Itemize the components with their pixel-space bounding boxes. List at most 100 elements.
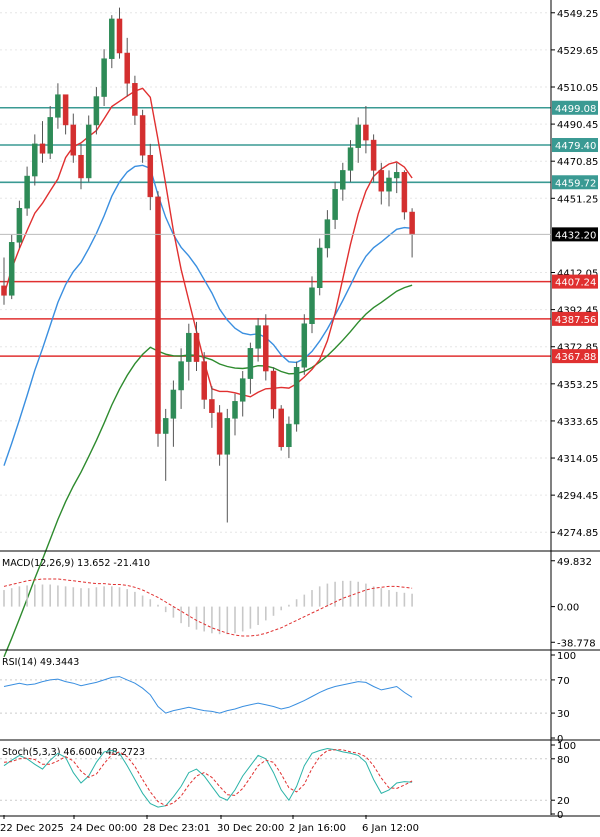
candle-body (247, 348, 254, 379)
candle-body (232, 401, 238, 419)
candle (301, 314, 308, 375)
candle-body (239, 378, 246, 402)
candle-body (201, 361, 207, 400)
candle (32, 134, 38, 186)
indicator-title: MACD(12,26,9) 13.652 -21.410 (2, 558, 150, 569)
candle-body (340, 170, 346, 190)
last-price-label: 4432.20 (555, 230, 596, 241)
candle (193, 321, 200, 372)
candle (316, 238, 323, 296)
candle-body (355, 124, 361, 148)
stochastic-panel[interactable]: 100 80 20 0 Stoch(5,3,3) 46.6004 48,2723 (0, 741, 600, 821)
candle (324, 210, 331, 258)
candle-body (39, 143, 46, 154)
price-tick-label: 4510.05 (557, 83, 598, 94)
candle-body (370, 139, 377, 171)
candle-body (409, 211, 415, 235)
price-tick-label: 4274.85 (557, 528, 598, 539)
price-tick-label: 4470.85 (557, 157, 598, 168)
candle (270, 367, 277, 419)
indicator-tick-label: 0.00 (557, 603, 579, 614)
level-label-box (552, 100, 598, 115)
candle-body (401, 172, 408, 213)
candle (355, 117, 361, 163)
indicator-tick-label: 30 (557, 709, 570, 720)
candle (332, 181, 338, 230)
time-tick-label: 6 Jan 12:00 (362, 823, 419, 834)
candle-body (132, 83, 138, 116)
time-tick-label: 30 Dec 20:00 (217, 823, 284, 834)
candle (139, 109, 146, 163)
candle-body (85, 124, 92, 179)
candle (186, 323, 192, 381)
indicator-tick-label: 0 (557, 810, 563, 821)
price-tick-label: 4451.25 (557, 194, 598, 205)
ma-mid-line (3, 164, 413, 466)
candle (370, 134, 377, 182)
candle (1, 257, 7, 305)
candle (378, 162, 385, 205)
candle-body (309, 287, 315, 324)
macd-signal-line (3, 578, 413, 637)
candle (386, 170, 392, 207)
candle-body (224, 418, 231, 455)
candle (255, 318, 261, 362)
candle-body (8, 242, 15, 296)
price-tick-label: 4549.25 (557, 9, 598, 20)
candle-body (93, 96, 100, 126)
candle (116, 7, 123, 59)
rsi-panel[interactable]: 100 70 30 0 RSI(14) 49.3443 (0, 651, 600, 745)
indicator-tick-label: -38.778 (557, 638, 596, 649)
indicator-tick-label: 80 (557, 755, 570, 766)
candle-body (109, 18, 115, 59)
candle (101, 49, 107, 107)
price-tick-label: 4333.65 (557, 417, 598, 428)
candle-body (1, 285, 7, 296)
candle (24, 166, 30, 216)
candle (16, 200, 23, 248)
candle (340, 162, 346, 201)
candle-body (55, 94, 61, 118)
candle (162, 408, 169, 481)
level-label: 4459.72 (555, 178, 596, 189)
candle (393, 162, 400, 194)
support-resistance-levels (0, 106, 551, 357)
indicator-title: Stoch(5,3,3) 46.6004 48,2723 (2, 747, 145, 758)
candle (62, 94, 69, 135)
macd-panel[interactable]: 49.832 0.00 -38.778 MACD(12,26,9) 13.652 -2… (0, 557, 600, 651)
price-axis: 4549.25 4529.65 4510.05 4490.45 4470.85 4451.… (0, 0, 600, 815)
candle-body (347, 147, 354, 171)
candle-body (70, 124, 77, 156)
last-price-marker: 4432.20 (0, 227, 598, 242)
price-tick-label: 4314.05 (557, 454, 598, 465)
candle-body (78, 154, 84, 179)
candle (147, 143, 154, 211)
candle (8, 234, 15, 300)
last-price-box (552, 227, 598, 242)
candle (39, 121, 46, 163)
candle-body (124, 52, 130, 84)
candle (155, 191, 161, 447)
candle (170, 380, 177, 447)
candle (347, 140, 354, 182)
price-tick-label: 4392.45 (557, 306, 598, 317)
candle (286, 416, 292, 459)
candle-body (186, 332, 192, 362)
candle (239, 371, 246, 417)
level-label: 4479.40 (555, 141, 596, 152)
candle-body (101, 58, 107, 97)
candle-body (216, 412, 223, 455)
candle-body (162, 418, 169, 434)
level-label: 4387.56 (555, 315, 596, 326)
candle (216, 405, 223, 466)
candle (263, 314, 269, 381)
candle-body (324, 219, 331, 249)
indicator-title: RSI(14) 49.3443 (2, 657, 79, 668)
level-label-box (552, 138, 598, 153)
candle-body (24, 175, 30, 209)
candle (309, 276, 315, 334)
price-tick-label: 4353.25 (557, 380, 598, 391)
